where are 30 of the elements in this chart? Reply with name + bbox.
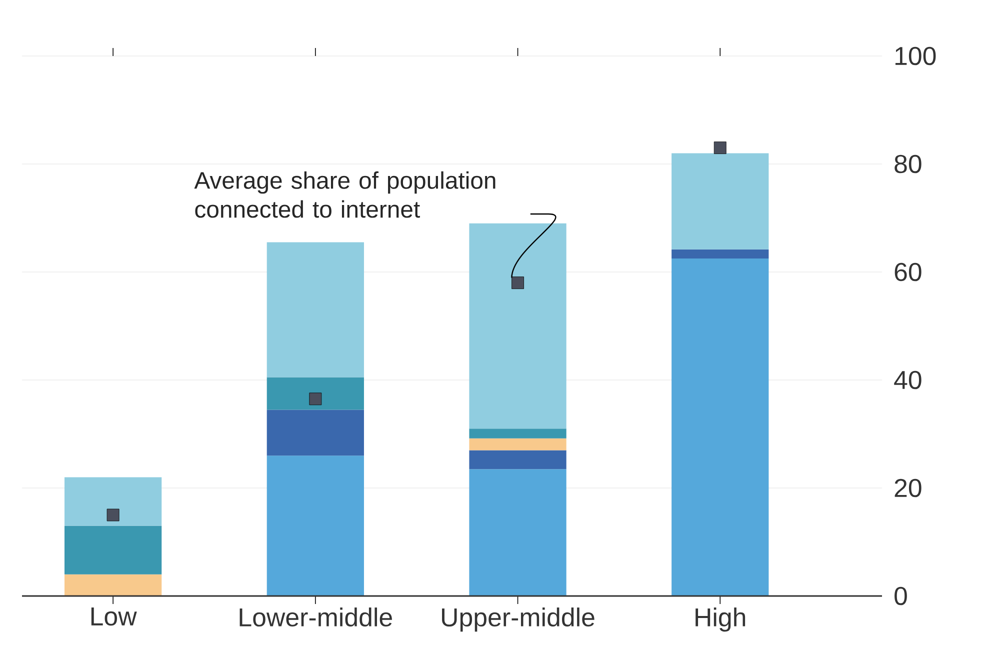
x-tick-label: Low xyxy=(91,608,137,626)
bar xyxy=(266,456,364,596)
bar xyxy=(672,258,769,596)
bar xyxy=(469,469,566,596)
bar xyxy=(469,438,566,450)
bar xyxy=(672,153,769,250)
bar xyxy=(266,242,364,378)
annotation: Average share of population connected to internet xyxy=(194,171,496,218)
bar xyxy=(64,574,162,596)
bar xyxy=(469,428,566,438)
point xyxy=(714,142,726,154)
bar xyxy=(469,450,566,470)
y-tick-label: 100 xyxy=(896,46,936,66)
bar xyxy=(64,526,162,574)
point xyxy=(309,392,322,406)
y-tick-label: 0 xyxy=(894,586,907,606)
x-tick-label: Lower-middle xyxy=(240,608,392,627)
x-tick-label: Upper-middle xyxy=(442,608,594,632)
bar xyxy=(266,377,364,410)
y-tick-label: 20 xyxy=(894,478,922,498)
bar xyxy=(672,249,769,258)
bar xyxy=(469,223,566,429)
y-tick-label: 40 xyxy=(894,370,922,390)
y-tick-label: 60 xyxy=(894,262,922,282)
bar xyxy=(64,477,162,526)
y-tick-label: 80 xyxy=(894,154,922,174)
x-tick-label: High xyxy=(696,608,746,632)
bar xyxy=(266,410,364,456)
point xyxy=(106,508,120,522)
point xyxy=(512,276,524,289)
